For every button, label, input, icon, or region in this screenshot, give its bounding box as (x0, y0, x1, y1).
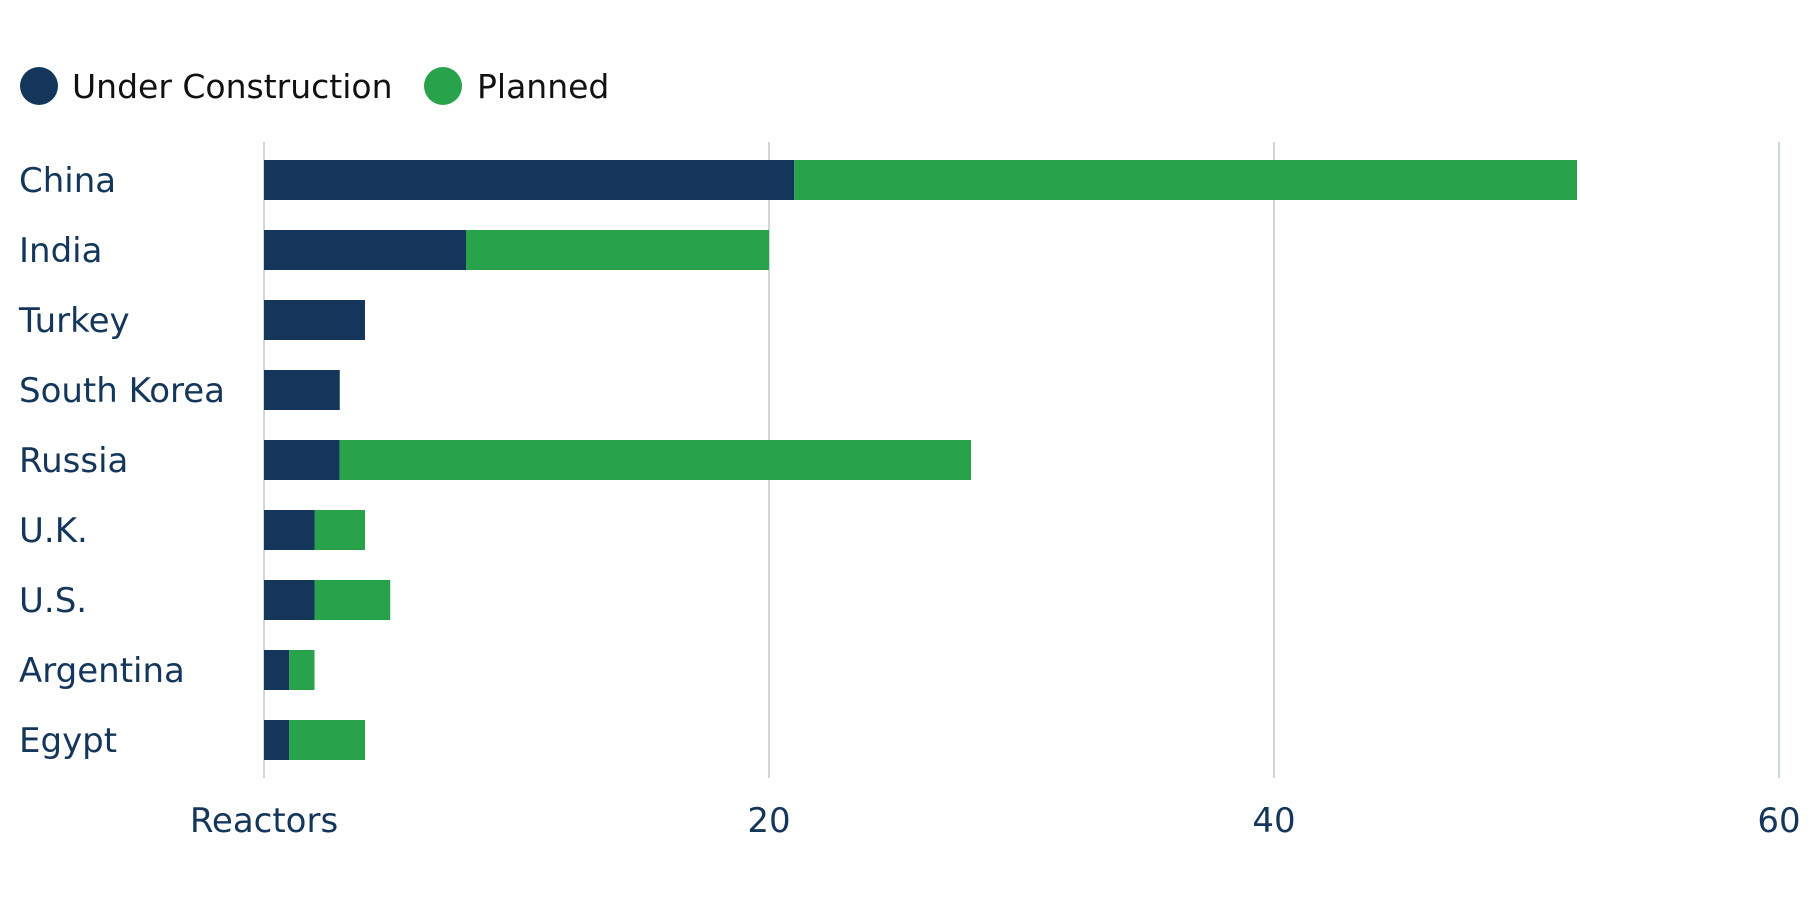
category-label-u-s: U.S. (19, 581, 87, 621)
bar-u-s-planned (314, 580, 391, 620)
x-axis-ticks: Reactors 20 40 60 (190, 801, 1801, 841)
bar-u-k-under-construction (264, 510, 315, 550)
bar-china-under-construction (264, 160, 795, 200)
category-label-turkey: Turkey (18, 301, 130, 341)
legend-label-planned: Planned (477, 67, 609, 106)
bar-india-under-construction (264, 230, 466, 270)
category-label-argentina: Argentina (19, 651, 185, 691)
x-tick-label-20: 20 (747, 801, 790, 841)
legend: Under Construction Planned (20, 67, 609, 106)
bar-u-s-under-construction (264, 580, 315, 620)
bar-india-planned (466, 230, 769, 270)
bars (264, 160, 1577, 760)
bar-south-korea-under-construction (264, 370, 340, 410)
bar-u-k-planned (314, 510, 365, 550)
bar-turkey-under-construction (264, 300, 365, 340)
bar-argentina-planned (289, 650, 315, 690)
bar-argentina-under-construction (264, 650, 290, 690)
category-labels: China India Turkey South Korea Russia U.K. U.S… (18, 161, 225, 761)
category-label-south-korea: South Korea (19, 371, 225, 411)
category-label-egypt: Egypt (19, 721, 117, 761)
category-label-russia: Russia (19, 441, 128, 481)
legend-swatch-under-construction (20, 67, 58, 105)
legend-swatch-planned (424, 67, 462, 105)
bar-russia-under-construction (264, 440, 340, 480)
x-tick-label-40: 40 (1252, 801, 1295, 841)
bar-egypt-under-construction (264, 720, 290, 760)
bar-china-planned (794, 160, 1577, 200)
category-label-india: India (19, 231, 102, 271)
x-tick-label-reactors: Reactors (190, 801, 338, 841)
bar-egypt-planned (289, 720, 365, 760)
x-tick-label-60: 60 (1757, 801, 1800, 841)
bar-russia-planned (339, 440, 971, 480)
category-label-china: China (19, 161, 116, 201)
category-label-u-k: U.K. (19, 511, 88, 551)
legend-label-under-construction: Under Construction (72, 67, 393, 106)
